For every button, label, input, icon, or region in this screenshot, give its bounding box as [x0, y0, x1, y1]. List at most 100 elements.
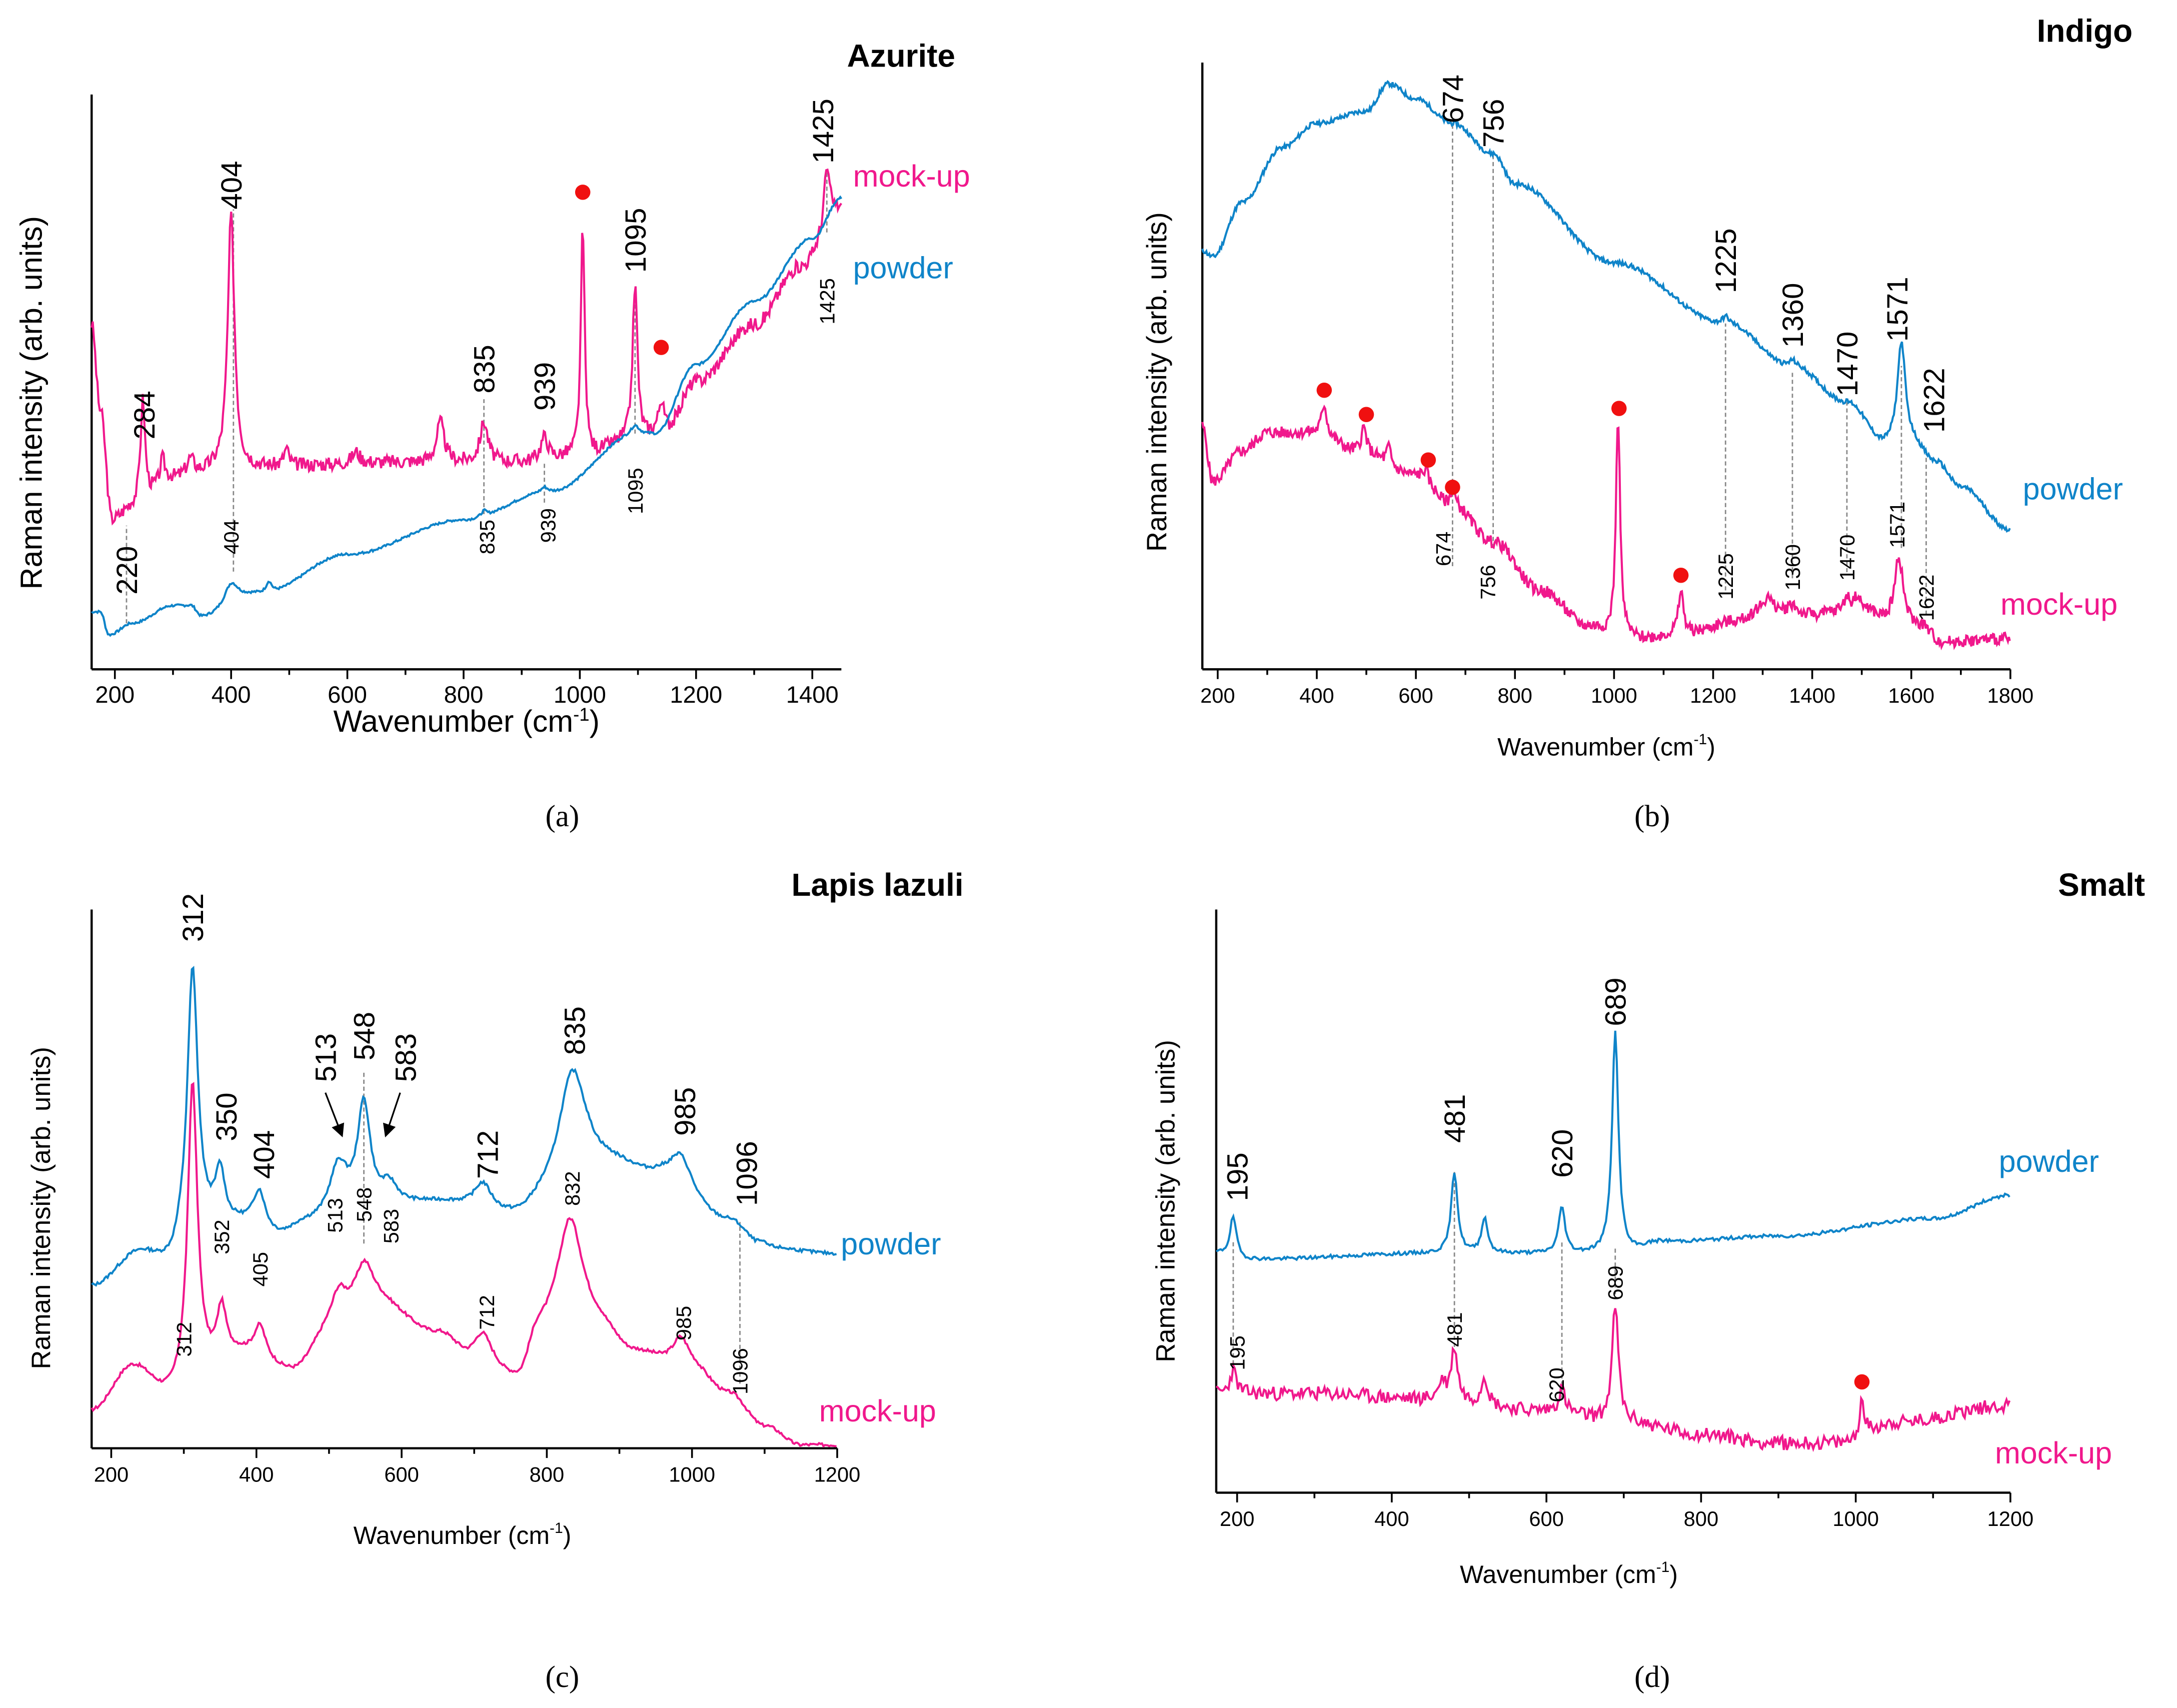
x-tick-label: 800	[444, 682, 484, 708]
series-line-mock-up	[91, 168, 843, 526]
peak-label: 195	[1226, 1335, 1249, 1370]
peak-label: 1425	[815, 278, 839, 325]
legend-label-mock-up: mock-up	[2000, 587, 2117, 621]
series-line-powder	[91, 965, 837, 1287]
x-tick-label: 400	[1299, 684, 1334, 707]
chart-panel-azurite: 200 400 600 800 1000 1200 1400 Wavenumber (cm-1…	[14, 38, 970, 833]
x-tick-label: 1400	[1789, 684, 1835, 707]
peak-label: 756	[1476, 565, 1500, 599]
peak-label: 674	[1437, 75, 1469, 123]
peak-label: 350	[211, 1092, 243, 1141]
y-axis-label: Raman intensity (arb. units)	[27, 1047, 56, 1369]
y-axis-label: Raman intensity (arb. units)	[1151, 1040, 1181, 1362]
peak-label: 939	[536, 508, 560, 543]
legend-label-mock-up: mock-up	[853, 159, 970, 193]
x-axis-label: Wavenumber (cm-1)	[1497, 731, 1715, 761]
x-axis-label-sup: -1	[573, 704, 590, 725]
legend-label-powder: powder	[853, 251, 953, 285]
peak-label: 939	[529, 362, 561, 411]
x-tick-label: 1200	[670, 682, 722, 708]
peak-label: 620	[1546, 1129, 1579, 1178]
peak-label: 1571	[1881, 277, 1914, 342]
series-line-mock-up	[1215, 1308, 2011, 1452]
chart-panel-lapis-lazuli: 200 400 600 800 1000 1200 Wavenumber (cm-1) Ram…	[27, 867, 964, 1694]
x-axis-label-text: Wavenumber (cm	[334, 704, 574, 738]
peak-label: 1095	[624, 468, 647, 514]
peak-label: 985	[672, 1306, 695, 1340]
peak-label: 1360	[1777, 283, 1809, 348]
x-tick-label: 400	[1374, 1507, 1409, 1530]
x-axis-label-end: )	[590, 704, 600, 738]
x-tick-label: 1800	[1987, 684, 2034, 707]
x-tick-label: 200	[94, 1462, 129, 1486]
annotation-arrow	[383, 1092, 401, 1138]
legend-label-powder: powder	[2023, 472, 2123, 506]
peak-label: 835	[469, 345, 501, 393]
panel-letter: (c)	[545, 1660, 579, 1694]
x-tick-label: 1200	[1690, 684, 1736, 707]
peak-label: 312	[173, 1322, 196, 1356]
peak-label: 1470	[1835, 535, 1859, 581]
x-tick-label: 200	[1220, 1507, 1254, 1530]
peak-label: 835	[475, 520, 499, 554]
x-tick-label: 800	[1498, 684, 1532, 707]
impurity-marker-dot	[1358, 407, 1374, 423]
impurity-marker-dot	[1445, 480, 1460, 495]
peak-label: 284	[129, 391, 161, 439]
peak-label: 548	[349, 1012, 381, 1060]
peak-label: 404	[216, 161, 248, 210]
x-tick-label: 800	[1684, 1507, 1718, 1530]
peak-label: 712	[472, 1130, 504, 1179]
x-tick-label: 400	[239, 1462, 274, 1486]
legend-label-powder: powder	[841, 1227, 941, 1261]
impurity-marker-dot	[575, 185, 591, 200]
peak-label: 985	[669, 1087, 702, 1136]
series-line-mock-up	[91, 1082, 837, 1448]
y-axis-label: Raman intensity (arb. units)	[14, 216, 48, 590]
chart-title: Azurite	[847, 38, 955, 74]
peak-label: 1622	[1914, 575, 1938, 621]
peak-label: 1225	[1710, 228, 1742, 293]
series-line-powder	[91, 195, 843, 637]
peak-label: 1095	[620, 208, 652, 273]
x-tick-label: 1000	[1591, 684, 1637, 707]
peak-label: 689	[1600, 977, 1632, 1026]
x-axis-label-text: Wavenumber (cm	[1497, 733, 1693, 761]
peak-label: 689	[1604, 1265, 1627, 1300]
impurity-marker-dot	[1611, 401, 1627, 416]
impurity-marker-dot	[1420, 452, 1436, 468]
peak-label: 352	[210, 1219, 234, 1254]
x-axis-label-end: )	[1669, 1560, 1678, 1588]
x-tick-label: 600	[384, 1462, 419, 1486]
peak-label: 405	[249, 1252, 272, 1286]
peak-label: 832	[561, 1171, 584, 1206]
x-axis-label: Wavenumber (cm-1)	[1460, 1559, 1678, 1588]
peak-label: 1096	[728, 1348, 752, 1394]
peak-label: 583	[379, 1209, 403, 1243]
peak-label: 1470	[1831, 332, 1864, 397]
x-axis-label-text: Wavenumber (cm	[354, 1521, 550, 1549]
peak-label: 513	[310, 1033, 343, 1082]
peak-label: 404	[248, 1130, 281, 1179]
peak-label: 1622	[1918, 368, 1950, 433]
x-tick-label: 1000	[669, 1462, 715, 1486]
x-axis-label-text: Wavenumber (cm	[1460, 1560, 1656, 1588]
x-tick-label: 1200	[1987, 1507, 2034, 1530]
chart-title: Indigo	[2037, 13, 2132, 49]
x-tick-label: 800	[530, 1462, 564, 1486]
chart-panel-indigo: 200 400 600 800 1000 1200 1400 1600 1800 Wavenumb…	[1141, 13, 2132, 833]
x-axis-label-end: )	[563, 1521, 572, 1549]
peak-label: 1096	[731, 1141, 764, 1206]
legend-label-mock-up: mock-up	[1995, 1436, 2112, 1470]
peak-label: 1425	[807, 99, 840, 164]
panel-letter: (b)	[1634, 800, 1670, 833]
impurity-marker-dot	[1316, 382, 1332, 398]
series-line-powder	[1216, 1030, 2010, 1261]
x-tick-label: 600	[1398, 684, 1433, 707]
impurity-marker-dot	[1854, 1374, 1870, 1390]
x-tick-label: 400	[212, 682, 251, 708]
legend-label-powder: powder	[1999, 1144, 2099, 1178]
peak-label: 312	[177, 893, 210, 942]
x-axis-label-sup: -1	[1694, 731, 1707, 748]
x-tick-label: 1200	[814, 1462, 861, 1486]
